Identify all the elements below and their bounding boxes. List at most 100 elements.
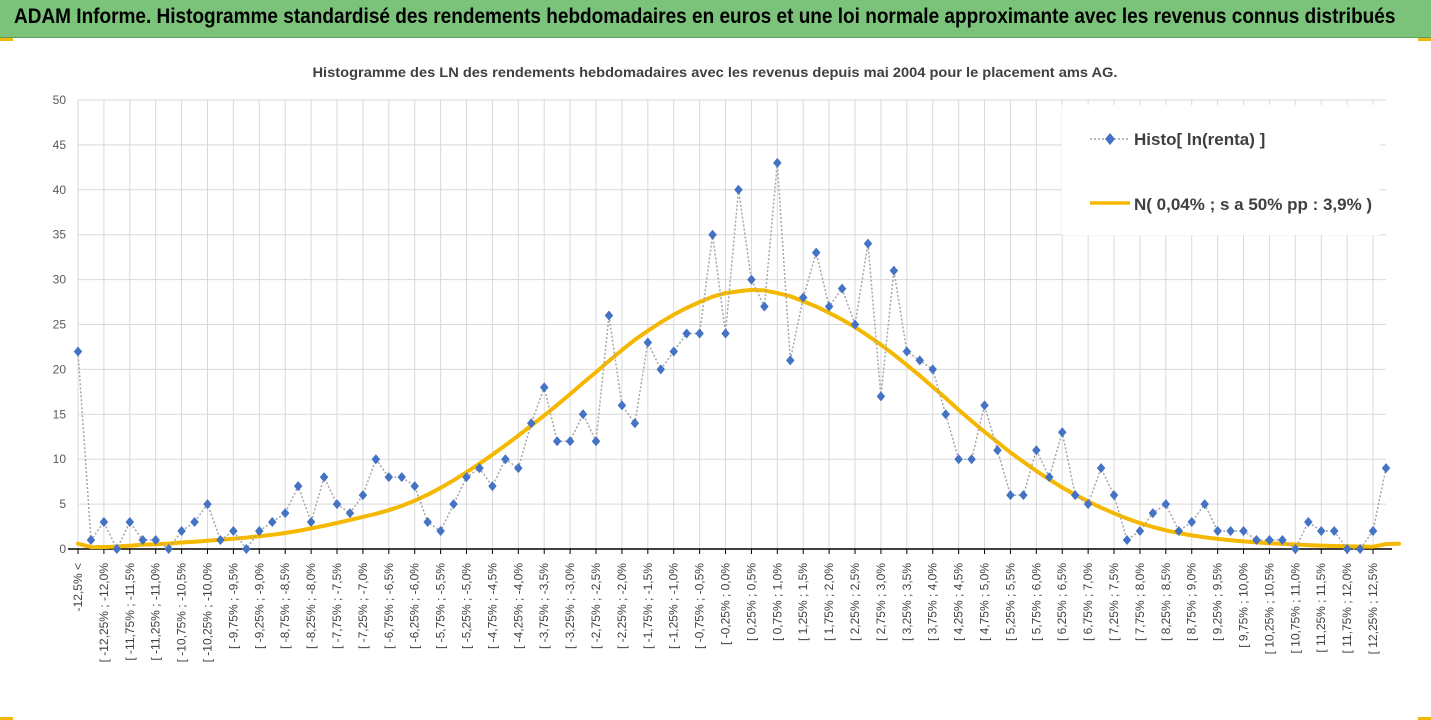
x-tick-label: [ 7,25% ; 7,5% xyxy=(1107,563,1121,641)
x-tick-label: [ -7,75% ; -7,5% xyxy=(330,563,344,649)
histogram-point xyxy=(1187,517,1196,528)
histogram-point xyxy=(1304,517,1313,528)
x-tick-label: [ -0,25% ; 0,0% xyxy=(719,563,733,645)
y-tick-label: 20 xyxy=(53,362,67,376)
histogram-point xyxy=(1006,490,1015,501)
histogram-point xyxy=(1213,526,1222,537)
histogram-point xyxy=(1381,463,1391,474)
histogram-point xyxy=(1135,526,1145,537)
histogram-point xyxy=(1057,427,1067,438)
histogram-point xyxy=(1265,535,1274,546)
x-tick-label: [ -8,75% ; -8,5% xyxy=(278,563,292,649)
histogram-point xyxy=(1096,463,1106,474)
x-tick-label: -12,5% < xyxy=(71,563,85,611)
x-tick-label: [ -7,25% ; -7,0% xyxy=(356,563,370,649)
histogram-point xyxy=(410,481,419,492)
x-tick-label: [ -0,75% ; -0,5% xyxy=(693,563,707,649)
histogram-point xyxy=(863,238,873,249)
x-tick-label: [ -9,75% ; -9,5% xyxy=(226,563,240,649)
histogram-point xyxy=(876,391,886,402)
histogram-point xyxy=(565,436,575,447)
histogram-point xyxy=(1355,544,1365,554)
legend-box xyxy=(1062,105,1380,235)
histogram-point xyxy=(786,355,795,366)
x-tick-label: [ 9,25% ; 9,5% xyxy=(1211,563,1225,641)
x-tick-label: [ -9,25% ; -9,0% xyxy=(252,563,266,649)
histogram-point xyxy=(306,517,316,528)
x-tick-label: [ 1,25% ; 1,5% xyxy=(796,563,810,641)
histogram-point xyxy=(824,301,834,312)
histogram-point xyxy=(1329,526,1339,537)
histogram-point xyxy=(1070,490,1080,501)
y-axis: 0 5 10 15 20 25 30 35 40 45 50 xyxy=(53,93,67,556)
histogram-point xyxy=(721,328,730,339)
x-tick-label: [ 2,75% ; 3,0% xyxy=(874,563,888,641)
histogram-point xyxy=(229,526,238,537)
histogram-point xyxy=(1032,445,1041,456)
x-tick-label: [ -3,75% ; -3,5% xyxy=(537,563,551,649)
histogram-point xyxy=(643,337,653,348)
x-tick-label: [ 0,25% ; 0,5% xyxy=(744,563,758,641)
histogram-point xyxy=(514,463,523,474)
histogram-point xyxy=(242,544,251,554)
x-tick-label: [ -12,25% ; -12,0% xyxy=(97,563,111,663)
histogram-point xyxy=(798,292,808,303)
legend-histo-label: Histo[ ln(renta) ] xyxy=(1134,130,1265,149)
histogram-point xyxy=(112,544,122,554)
histogram-point xyxy=(656,364,666,375)
y-tick-label: 10 xyxy=(53,452,67,466)
y-tick-label: 15 xyxy=(53,407,67,421)
x-tick-label: [ 8,75% ; 9,0% xyxy=(1185,563,1199,641)
x-tick-label: [ 10,75% ; 11,0% xyxy=(1288,563,1302,654)
histogram-point xyxy=(915,355,925,366)
x-tick-label: [ 11,25% ; 11,5% xyxy=(1314,563,1328,653)
corner-marker-bottom-right xyxy=(1418,717,1431,720)
histogram-point xyxy=(423,517,432,528)
histogram-point xyxy=(734,184,743,195)
histogram-point xyxy=(255,526,264,537)
y-tick-label: 0 xyxy=(59,542,66,556)
corner-marker-bottom-left xyxy=(0,717,13,720)
histogram-point xyxy=(682,328,691,339)
histogram-point xyxy=(99,517,109,528)
histogram-point xyxy=(889,265,899,276)
histogram-point xyxy=(345,508,355,519)
histogram-point xyxy=(993,445,1002,456)
histogram-point xyxy=(1342,544,1352,554)
histogram-point xyxy=(1161,499,1171,510)
histogram-point xyxy=(773,157,782,168)
legend: Histo[ ln(renta) ] N( 0,04% ; s a 50% pp… xyxy=(1062,105,1380,235)
x-tick-label: [ 8,25% ; 8,5% xyxy=(1159,563,1173,641)
histogram-point xyxy=(1019,490,1028,501)
y-tick-label: 50 xyxy=(53,93,67,107)
histogram-point xyxy=(928,364,937,375)
histogram-point xyxy=(1122,535,1132,546)
histogram-point xyxy=(669,346,678,357)
x-tick-label: [ 2,25% ; 2,5% xyxy=(848,563,862,641)
histogram-point xyxy=(967,454,976,465)
histogram-point xyxy=(1174,526,1184,537)
histogram-point xyxy=(630,418,640,429)
histogram-point xyxy=(371,454,381,465)
normal-curve-series xyxy=(76,287,1401,550)
legend-histo-marker xyxy=(1105,133,1115,145)
histogram-point xyxy=(850,319,860,330)
histogram-dotted-line xyxy=(77,162,1387,551)
x-tick-label: [ 4,25% ; 4,5% xyxy=(952,563,966,641)
histogram-point xyxy=(1045,472,1054,483)
histogram-point xyxy=(177,526,186,537)
histogram-point xyxy=(1316,526,1326,537)
histogram-point xyxy=(1148,508,1158,519)
x-tick-label: [ -11,75% ; -11,5% xyxy=(123,563,137,661)
x-tick-label: [ 1,75% ; 2,0% xyxy=(822,563,836,641)
histogram-point xyxy=(462,472,471,483)
histogram-point xyxy=(604,310,614,321)
histogram-point xyxy=(203,499,212,510)
x-tick-label: [ -10,25% ; -10,0% xyxy=(201,563,215,663)
y-tick-label: 45 xyxy=(53,138,67,152)
histogram-point xyxy=(747,274,756,285)
title-banner: ADAM Informe. Histogramme standardisé de… xyxy=(0,0,1431,38)
histogram-point xyxy=(151,535,160,546)
x-tick-label: [ 12,25% ; 12,5% xyxy=(1366,563,1380,655)
histogram-point xyxy=(358,490,368,501)
